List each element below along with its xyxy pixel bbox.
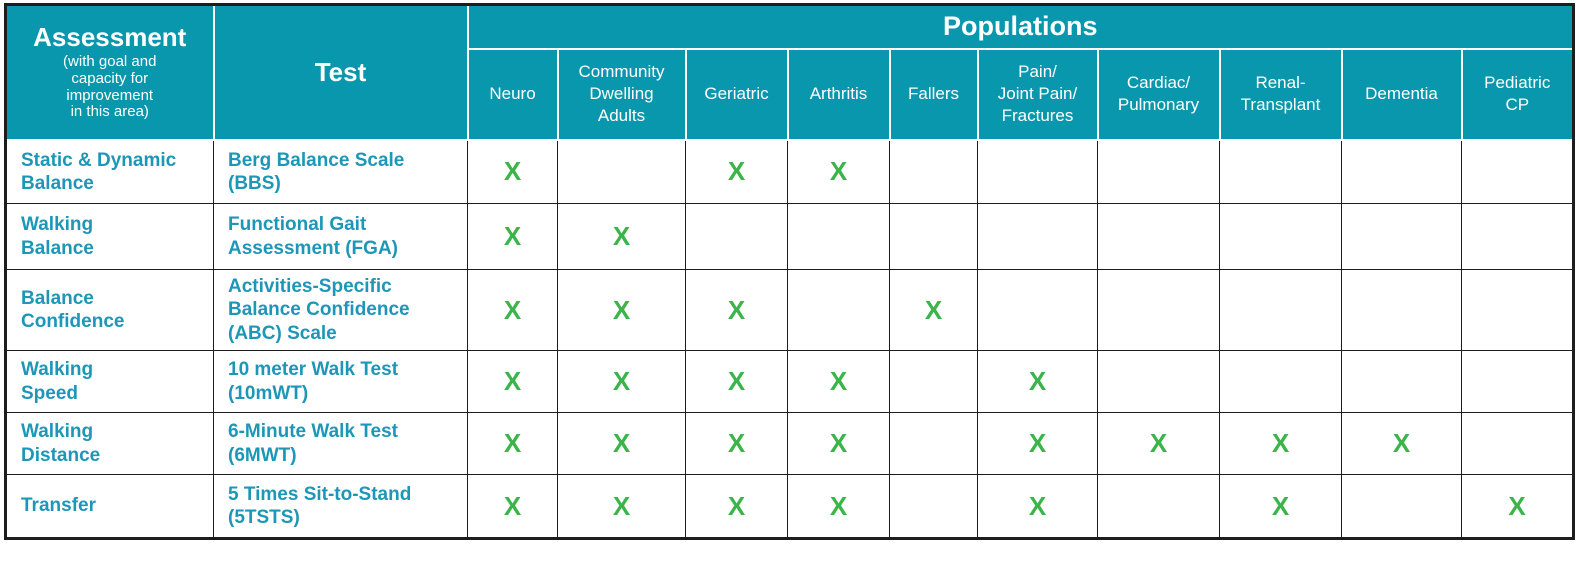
mark-x-cell: X xyxy=(787,412,890,475)
table-row: Walking Balance Functional Gait Assessmen… xyxy=(5,203,1574,270)
population-column-header: Cardiac/ Pulmonary xyxy=(1096,47,1221,141)
test-cell: 10 meter Walk Test (10mWT) xyxy=(213,350,468,413)
mark-x-cell: X xyxy=(977,350,1098,413)
mark-empty-cell xyxy=(685,203,788,270)
table-row: Static & Dynamic Balance Berg Balance Sca… xyxy=(5,138,1574,204)
mark-empty-cell xyxy=(1097,138,1220,204)
assessment-cell: Walking Balance xyxy=(5,203,214,270)
population-column-header: Geriatric xyxy=(684,47,789,141)
test-column-header: Test xyxy=(212,3,469,141)
assessment-cell: Transfer xyxy=(5,474,214,539)
mark-empty-cell xyxy=(1219,350,1342,413)
mark-empty-cell xyxy=(1219,138,1342,204)
mark-x-cell: X xyxy=(467,138,558,204)
mark-empty-cell xyxy=(1341,138,1462,204)
mark-x-cell: X xyxy=(685,412,788,475)
test-cell: 6-Minute Walk Test (6MWT) xyxy=(213,412,468,475)
test-cell: Functional Gait Assessment (FGA) xyxy=(213,203,468,270)
population-header-row: Neuro Community Dwelling Adults Geriatric A… xyxy=(6,47,1575,141)
table-row: Walking Distance 6-Minute Walk Test (6MWT… xyxy=(5,412,1574,475)
mark-empty-cell xyxy=(1219,269,1342,351)
assessment-cell: Walking Distance xyxy=(5,412,214,475)
mark-x-cell: X xyxy=(557,350,686,413)
mark-x-cell: X xyxy=(557,203,686,270)
population-column-header: Dementia xyxy=(1340,47,1463,141)
mark-empty-cell xyxy=(557,138,686,204)
mark-x-cell: X xyxy=(467,203,558,270)
population-column-header: Pain/ Joint Pain/ Fractures xyxy=(976,47,1099,141)
assessment-populations-table: Assessment (with goal and capacity for i… xyxy=(4,3,1575,540)
mark-empty-cell xyxy=(1097,203,1220,270)
mark-x-cell: X xyxy=(685,474,788,539)
mark-x-cell: X xyxy=(685,269,788,351)
mark-x-cell: X xyxy=(467,350,558,413)
mark-x-cell: X xyxy=(467,269,558,351)
mark-x-cell: X xyxy=(977,412,1098,475)
table-body: Static & Dynamic Balance Berg Balance Sca… xyxy=(5,138,1574,539)
assessment-header-title: Assessment xyxy=(33,22,187,53)
mark-empty-cell xyxy=(787,269,890,351)
mark-empty-cell xyxy=(1461,269,1574,351)
mark-empty-cell xyxy=(1341,269,1462,351)
mark-empty-cell xyxy=(1461,203,1574,270)
mark-empty-cell xyxy=(889,350,978,413)
mark-empty-cell xyxy=(889,474,978,539)
test-cell: Activities-Specific Balance Confidence (… xyxy=(213,269,468,351)
mark-empty-cell xyxy=(1341,350,1462,413)
assessment-column-header: Assessment (with goal and capacity for i… xyxy=(4,3,215,141)
mark-empty-cell xyxy=(977,269,1098,351)
mark-x-cell: X xyxy=(977,474,1098,539)
mark-empty-cell xyxy=(1341,203,1462,270)
mark-empty-cell xyxy=(787,203,890,270)
table-header: Assessment (with goal and capacity for i… xyxy=(4,3,1575,141)
mark-x-cell: X xyxy=(685,350,788,413)
populations-group-header: Populations xyxy=(466,3,1575,50)
mark-x-cell: X xyxy=(557,412,686,475)
mark-x-cell: X xyxy=(1219,474,1342,539)
population-column-header: Neuro xyxy=(466,47,559,141)
population-column-header: Pediatric CP xyxy=(1460,47,1575,141)
mark-x-cell: X xyxy=(787,474,890,539)
assessment-cell: Balance Confidence xyxy=(5,269,214,351)
mark-x-cell: X xyxy=(557,474,686,539)
table-row: Transfer 5 Times Sit-to-Stand (5TSTS) X X X X… xyxy=(5,474,1574,539)
assessment-header-subtitle: (with goal and capacity for improvement … xyxy=(63,52,157,121)
test-cell: Berg Balance Scale (BBS) xyxy=(213,138,468,204)
mark-x-cell: X xyxy=(1097,412,1220,475)
population-column-header: Community Dwelling Adults xyxy=(556,47,687,141)
mark-x-cell: X xyxy=(467,474,558,539)
table-row: Walking Speed 10 meter Walk Test (10mWT) X… xyxy=(5,350,1574,413)
mark-empty-cell xyxy=(1461,412,1574,475)
mark-empty-cell xyxy=(1341,474,1462,539)
mark-empty-cell xyxy=(1097,474,1220,539)
mark-x-cell: X xyxy=(557,269,686,351)
population-column-header: Renal- Transplant xyxy=(1218,47,1343,141)
mark-x-cell: X xyxy=(1461,474,1574,539)
mark-x-cell: X xyxy=(787,138,890,204)
mark-x-cell: X xyxy=(467,412,558,475)
table-row: Balance Confidence Activities-Specific Ba… xyxy=(5,269,1574,351)
assessment-cell: Static & Dynamic Balance xyxy=(5,138,214,204)
mark-empty-cell xyxy=(1097,350,1220,413)
mark-empty-cell xyxy=(977,203,1098,270)
mark-empty-cell xyxy=(1461,138,1574,204)
mark-empty-cell xyxy=(977,138,1098,204)
assessment-cell: Walking Speed xyxy=(5,350,214,413)
population-column-header: Arthritis xyxy=(786,47,891,141)
mark-empty-cell xyxy=(889,138,978,204)
mark-empty-cell xyxy=(1461,350,1574,413)
mark-x-cell: X xyxy=(889,269,978,351)
mark-x-cell: X xyxy=(685,138,788,204)
mark-empty-cell xyxy=(889,203,978,270)
mark-empty-cell xyxy=(889,412,978,475)
mark-x-cell: X xyxy=(1341,412,1462,475)
mark-x-cell: X xyxy=(1219,412,1342,475)
mark-x-cell: X xyxy=(787,350,890,413)
mark-empty-cell xyxy=(1219,203,1342,270)
mark-empty-cell xyxy=(1097,269,1220,351)
test-cell: 5 Times Sit-to-Stand (5TSTS) xyxy=(213,474,468,539)
population-column-header: Fallers xyxy=(888,47,979,141)
header-band-row: Assessment (with goal and capacity for i… xyxy=(4,3,1575,141)
